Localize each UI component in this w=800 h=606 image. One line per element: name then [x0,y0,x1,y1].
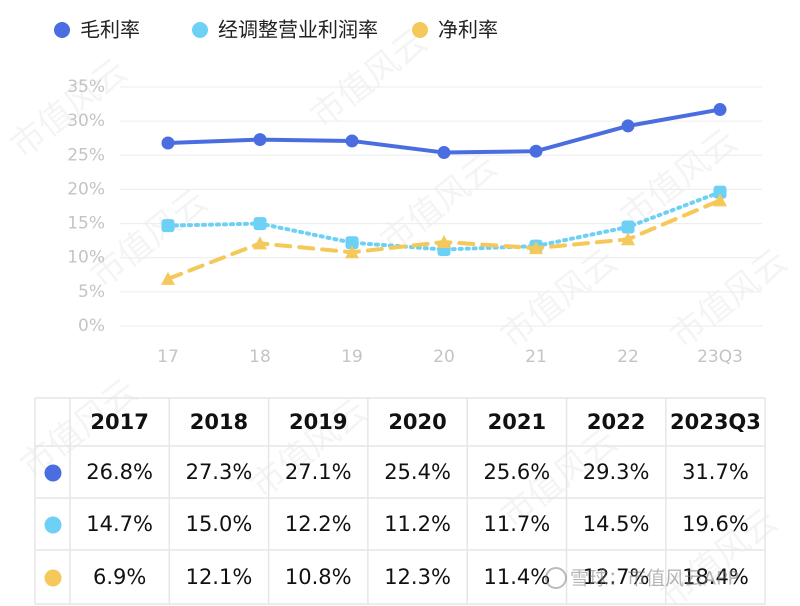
legend-label: 经调整营业利润率 [218,18,378,42]
y-tick-label: 20% [67,179,105,199]
table-cell: 12.1% [186,565,253,589]
point [713,185,727,199]
table-cell: 27.3% [186,460,253,484]
table-header: 2019 [289,410,347,434]
table-cell: 29.3% [583,460,650,484]
table-cell: 11.7% [483,512,550,536]
point [621,232,635,246]
y-tick-label: 0% [78,316,105,336]
table-cell: 10.8% [285,565,352,589]
watermark: 市值风云 [493,241,625,356]
row-marker [44,464,62,482]
table-cell: 11.4% [483,565,550,589]
x-tick-label: 21 [525,347,547,367]
point [161,136,175,150]
legend-marker [54,22,70,38]
credit: 雪球：市值风云APP [570,568,739,590]
table-cell: 19.6% [682,512,749,536]
table-cell: 15.0% [186,512,253,536]
point [253,133,267,147]
table-header: 2021 [488,410,546,434]
table-cell: 11.2% [384,512,451,536]
table-cell: 12.3% [384,565,451,589]
table-cell: 27.1% [285,460,352,484]
x-tick-label: 19 [341,347,363,367]
watermark: 市值风云 [663,241,795,356]
table-cell: 14.5% [583,512,650,536]
x-tick-label: 20 [433,347,455,367]
point [713,193,727,207]
table-cell: 6.9% [93,565,146,589]
row-marker [44,516,62,534]
watermark: 市值风云 [243,391,375,506]
point [253,236,267,250]
legend-marker [192,22,208,38]
table-cell: 25.6% [483,460,550,484]
table-cell: 31.7% [682,460,749,484]
point [161,219,175,233]
y-tick-label: 25% [67,145,105,165]
y-tick-label: 35% [67,77,105,97]
point [253,217,267,231]
x-tick-label: 23Q3 [697,347,743,367]
credit-logo [545,567,567,589]
x-tick-label: 17 [157,347,179,367]
table-cell: 26.8% [86,460,153,484]
table-header: 2020 [388,410,446,434]
table-cell: 14.7% [86,512,153,536]
legend-label: 净利率 [438,18,498,42]
legend-label: 毛利率 [80,18,140,42]
x-tick-label: 18 [249,347,271,367]
point [621,220,635,234]
point [529,144,543,158]
watermark: 市值风云 [613,121,745,236]
point [161,271,175,285]
point [437,146,451,160]
y-tick-label: 30% [67,111,105,131]
table-header: 2023Q3 [670,410,761,434]
table-cell: 12.7% [583,565,650,589]
point [621,119,635,133]
legend-marker [412,22,428,38]
y-tick-label: 10% [67,248,105,268]
point [345,245,359,259]
table-header: 2022 [587,410,645,434]
table-cell: 18.4% [682,565,749,589]
table-cell: 25.4% [384,460,451,484]
table-cell: 12.2% [285,512,352,536]
point [713,103,727,117]
row-marker [44,569,62,587]
y-tick-label: 15% [67,214,105,234]
y-tick-label: 5% [78,282,105,302]
point [529,241,543,255]
point [345,134,359,148]
x-tick-label: 22 [617,347,639,367]
point [437,235,451,249]
table-header: 2018 [190,410,248,434]
table-header: 2017 [90,410,148,434]
point [345,236,359,250]
